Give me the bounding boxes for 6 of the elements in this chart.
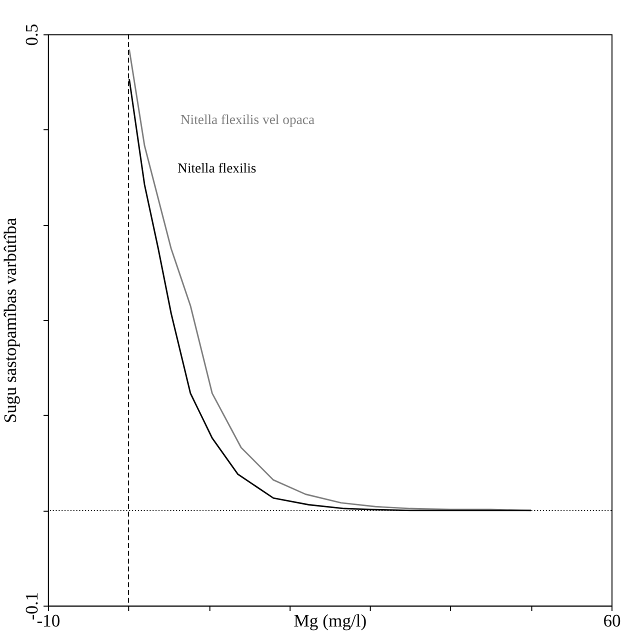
x-axis-title: Mg (mg/l) xyxy=(294,610,367,631)
y-axis-title: Sugu sastopamîbas varbûtîba xyxy=(0,218,20,424)
text: Nitella flexilis vel opaca xyxy=(180,112,315,127)
text: Nitella flexilis xyxy=(178,160,256,176)
x-tick-label: 60 xyxy=(603,610,621,631)
y-tick-label: 0.5 xyxy=(22,24,42,46)
